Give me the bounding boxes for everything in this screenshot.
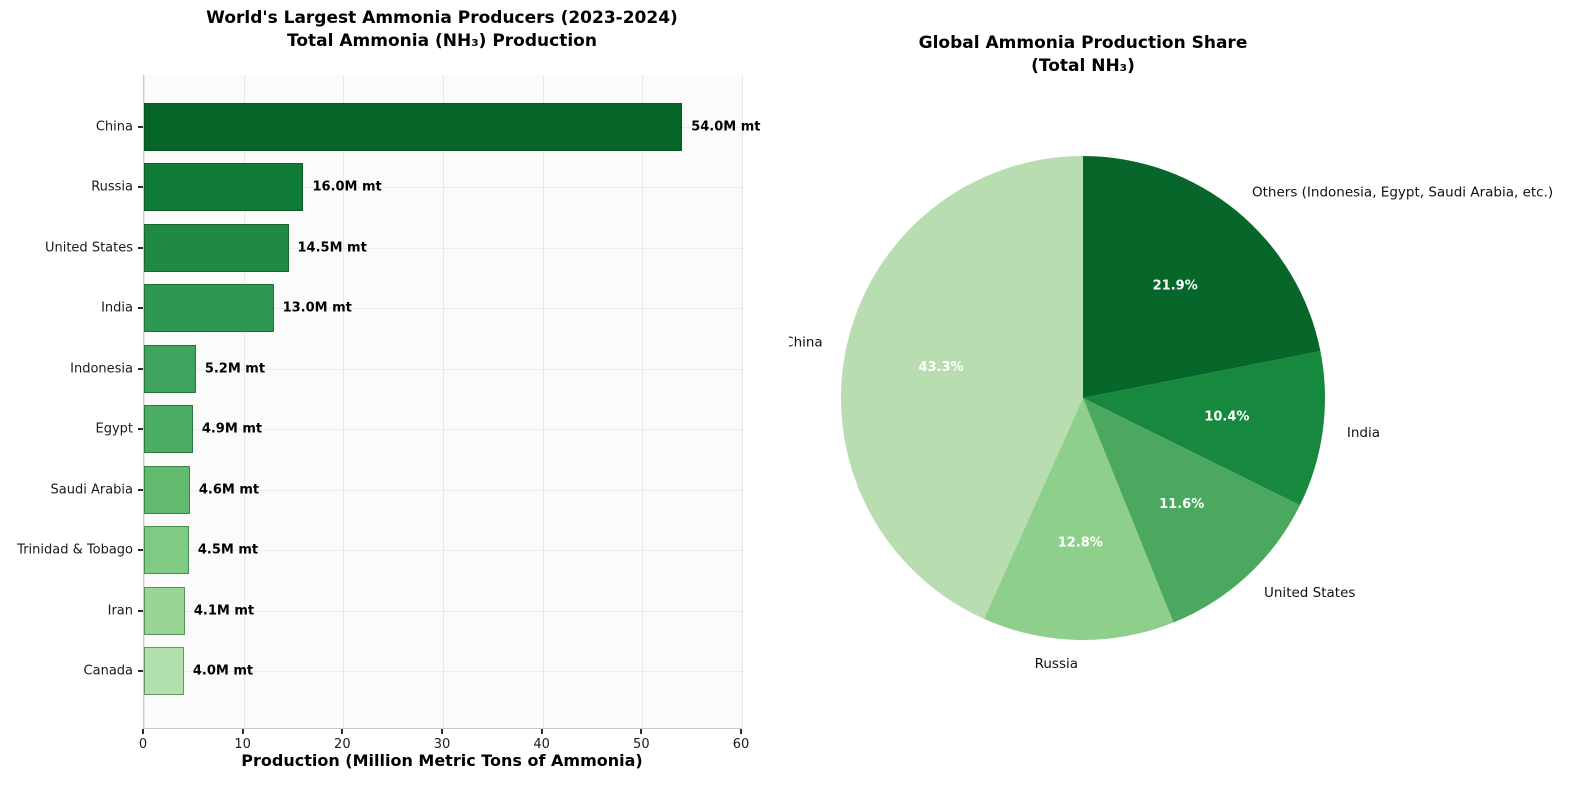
x-tick-mark <box>142 729 144 734</box>
x-tick-mark <box>640 729 643 734</box>
y-axis-category-label: Egypt <box>95 421 133 437</box>
y-gridline <box>144 489 742 491</box>
bar-saudi-arabia <box>144 465 190 514</box>
y-tick-mark <box>138 609 143 612</box>
bar-chart-panel: World's Largest Ammonia Producers (2023-… <box>17 7 761 770</box>
bar-value-label: 4.9M mt <box>201 421 263 437</box>
y-gridline <box>144 550 742 552</box>
bar-trinidad-tobago <box>144 526 189 575</box>
pie-percent-label: 21.9% <box>1153 278 1198 293</box>
y-gridline <box>144 308 742 310</box>
y-axis-category-label: United States <box>44 240 133 256</box>
bar-chart-title: World's Largest Ammonia Producers (2023-… <box>143 7 741 53</box>
pie-slice-china <box>841 156 1083 619</box>
bar-value-label: 4.1M mt <box>193 603 255 619</box>
bar-value-label: 54.0M mt <box>691 119 761 135</box>
y-gridline <box>144 187 742 189</box>
y-gridline <box>144 368 742 370</box>
pie-chart-title-line1: Global Ammonia Production Share <box>918 33 1248 53</box>
x-gridline <box>443 75 444 728</box>
y-tick-mark <box>138 307 143 310</box>
y-tick-mark <box>138 428 143 431</box>
x-tick-label: 40 <box>533 737 550 752</box>
pie-slice-others-indonesia-egypt-saudi-a <box>1083 156 1321 398</box>
bar-value-label: 5.2M mt <box>204 361 266 377</box>
x-tick-label: 10 <box>234 737 251 752</box>
bar-egypt <box>144 405 193 454</box>
y-tick-mark <box>138 669 143 672</box>
bar-russia <box>144 163 304 212</box>
bar-united-states <box>144 223 289 272</box>
pie-chart-title-line2: (Total NH₃) <box>1031 56 1135 76</box>
pie-slice-label: India <box>1347 425 1380 441</box>
x-tick-mark <box>740 729 742 734</box>
pie-chart: 43.3% China 12.8% Russia 11.6% United States 1… <box>789 156 1553 672</box>
bar-chart-title-line2: Total Ammonia (NH₃) Production <box>287 31 597 51</box>
y-axis-category-label: Russia <box>91 179 133 195</box>
y-axis-category-label: Saudi Arabia <box>50 482 134 498</box>
y-axis-category-label: Canada <box>83 663 133 679</box>
x-tick-mark <box>241 729 244 734</box>
y-axis-category-label: Indonesia <box>70 361 133 377</box>
pie-slice-label: China <box>789 334 823 350</box>
x-tick-mark <box>341 729 344 734</box>
x-tick-label: 30 <box>433 737 451 752</box>
x-gridline <box>642 75 644 728</box>
bar-value-label: 14.5M mt <box>297 240 367 256</box>
pie-percent-label: 12.8% <box>1058 536 1103 551</box>
y-tick-mark <box>138 549 143 552</box>
x-gridline <box>243 75 245 728</box>
y-gridline <box>144 610 742 612</box>
pie-slice-russia <box>984 398 1174 640</box>
bar-chart-title-line1: World's Largest Ammonia Producers (2023-… <box>206 8 678 28</box>
x-gridline <box>144 75 145 728</box>
bar-value-label: 4.6M mt <box>198 482 260 498</box>
bar-value-label: 4.5M mt <box>197 542 259 558</box>
x-tick-label: 20 <box>334 737 351 752</box>
x-tick-mark <box>441 729 443 734</box>
y-tick-mark <box>138 488 143 491</box>
pie-slice-label: Russia <box>1035 656 1078 672</box>
x-tick-label: 60 <box>732 737 750 752</box>
y-gridline <box>144 670 742 672</box>
x-tick-label: 50 <box>633 737 650 752</box>
y-gridline <box>144 247 742 249</box>
bar-china <box>144 103 683 151</box>
y-tick-mark <box>138 367 143 370</box>
y-tick-mark <box>138 126 143 128</box>
bar-value-label: 13.0M mt <box>282 300 352 316</box>
y-axis-category-label: India <box>101 300 133 316</box>
bar-indonesia <box>144 344 196 393</box>
bar-india <box>144 284 274 333</box>
bar-value-label: 16.0M mt <box>312 179 382 195</box>
pie-percent-label: 10.4% <box>1204 410 1249 425</box>
y-tick-mark <box>138 246 143 249</box>
pie-percent-label: 43.3% <box>918 360 963 375</box>
bar-iran <box>144 586 185 635</box>
pie-slice-united-states <box>1083 398 1300 623</box>
bar-plot-area <box>143 75 743 729</box>
pie-slice-label: United States <box>1264 585 1355 601</box>
pie-percent-label: 11.6% <box>1159 497 1204 512</box>
y-axis-category-label: Trinidad & Tobago <box>17 542 133 558</box>
bar-value-label: 4.0M mt <box>192 663 254 679</box>
pie-chart-panel: Global Ammonia Production Share (Total N… <box>789 0 1578 786</box>
pie-chart-title: Global Ammonia Production Share (Total N… <box>789 32 1377 78</box>
y-gridline <box>144 429 742 431</box>
y-axis-category-label: Iran <box>107 603 133 619</box>
x-gridline <box>542 75 544 728</box>
bar-canada <box>144 646 184 695</box>
x-gridline <box>742 75 743 728</box>
x-tick-mark <box>540 729 543 734</box>
bar-x-axis-label: Production (Million Metric Tons of Ammon… <box>241 751 643 770</box>
y-tick-mark <box>138 186 143 189</box>
pie-slice-label: Others (Indonesia, Egypt, Saudi Arabia, … <box>1252 184 1553 200</box>
y-axis-category-label: China <box>95 119 133 135</box>
pie-slice-india <box>1083 351 1325 506</box>
x-tick-label: 0 <box>138 737 148 752</box>
x-gridline <box>343 75 345 728</box>
